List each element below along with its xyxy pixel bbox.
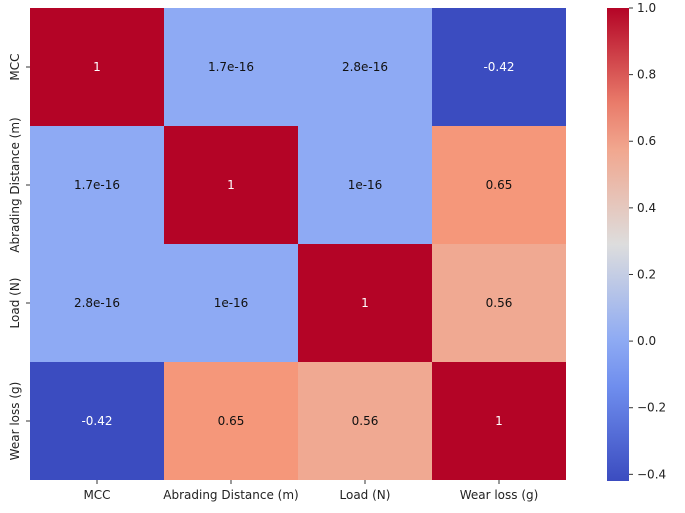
y-tick-label: MCC [8, 53, 22, 80]
heatmap-cells: 1 1.7e-16 2.8e-16 -0.42 1.7e-16 1 1e-16 0.65 2.8… [30, 8, 566, 480]
colorbar-tick-label: 0.8 [637, 68, 656, 82]
heatmap-cell [30, 8, 164, 126]
y-tick-label: Wear loss (g) [8, 382, 22, 461]
heatmap-cell [164, 126, 298, 244]
heatmap-cell [432, 244, 566, 362]
colorbar-tick-label: 0.0 [637, 334, 656, 348]
heatmap-cell [298, 244, 432, 362]
heatmap-cell [30, 244, 164, 362]
heatmap-cell [432, 126, 566, 244]
colorbar-tick-label: 1.0 [637, 1, 656, 15]
y-tick-label: Load (N) [8, 278, 22, 329]
colorbar-tick-label: 0.6 [637, 134, 656, 148]
heatmap-cell [30, 362, 164, 480]
y-axis-ticks: MCC Abrading Distance (m) Load (N) Wear los… [8, 53, 30, 460]
x-tick-label: Wear loss (g) [460, 488, 539, 502]
colorbar-tick-label: −0.4 [637, 467, 666, 481]
x-axis-ticks: MCC Abrading Distance (m) Load (N) Wear los… [83, 480, 538, 502]
heatmap-cell [432, 8, 566, 126]
heatmap-cell [298, 8, 432, 126]
cell-value-label: 0.56 [352, 414, 379, 428]
cell-value-label: 1.7e-16 [208, 60, 254, 74]
colorbar-gradient [607, 8, 629, 481]
heatmap-cell [298, 362, 432, 480]
cell-value-label: -0.42 [81, 414, 112, 428]
colorbar: 1.0 0.8 0.6 0.4 0.2 0.0 −0.2 −0.4 [607, 1, 666, 481]
cell-value-label: 2.8e-16 [74, 296, 120, 310]
heatmap-cell [164, 8, 298, 126]
cell-value-label: 1 [227, 178, 235, 192]
cell-value-label: 0.65 [218, 414, 245, 428]
cell-value-label: -0.42 [483, 60, 514, 74]
heatmap-cell [164, 244, 298, 362]
cell-value-label: 0.65 [486, 178, 513, 192]
x-tick-label: Load (N) [340, 488, 391, 502]
colorbar-tick-label: 0.4 [637, 201, 656, 215]
x-tick-label: Abrading Distance (m) [163, 488, 298, 502]
cell-value-label: 0.56 [486, 296, 513, 310]
heatmap-cell [30, 126, 164, 244]
heatmap-cell [432, 362, 566, 480]
colorbar-tick-label: −0.2 [637, 401, 666, 415]
cell-value-label: 1 [93, 60, 101, 74]
colorbar-tick-label: 0.2 [637, 267, 656, 281]
x-tick-label: MCC [83, 488, 110, 502]
heatmap-cell [298, 126, 432, 244]
cell-value-label: 2.8e-16 [342, 60, 388, 74]
cell-value-label: 1.7e-16 [74, 178, 120, 192]
cell-value-label: 1e-16 [214, 296, 249, 310]
y-tick-label: Abrading Distance (m) [8, 117, 22, 252]
cell-value-label: 1 [361, 296, 369, 310]
cell-value-label: 1e-16 [348, 178, 383, 192]
cell-value-label: 1 [495, 414, 503, 428]
heatmap-cell [164, 362, 298, 480]
